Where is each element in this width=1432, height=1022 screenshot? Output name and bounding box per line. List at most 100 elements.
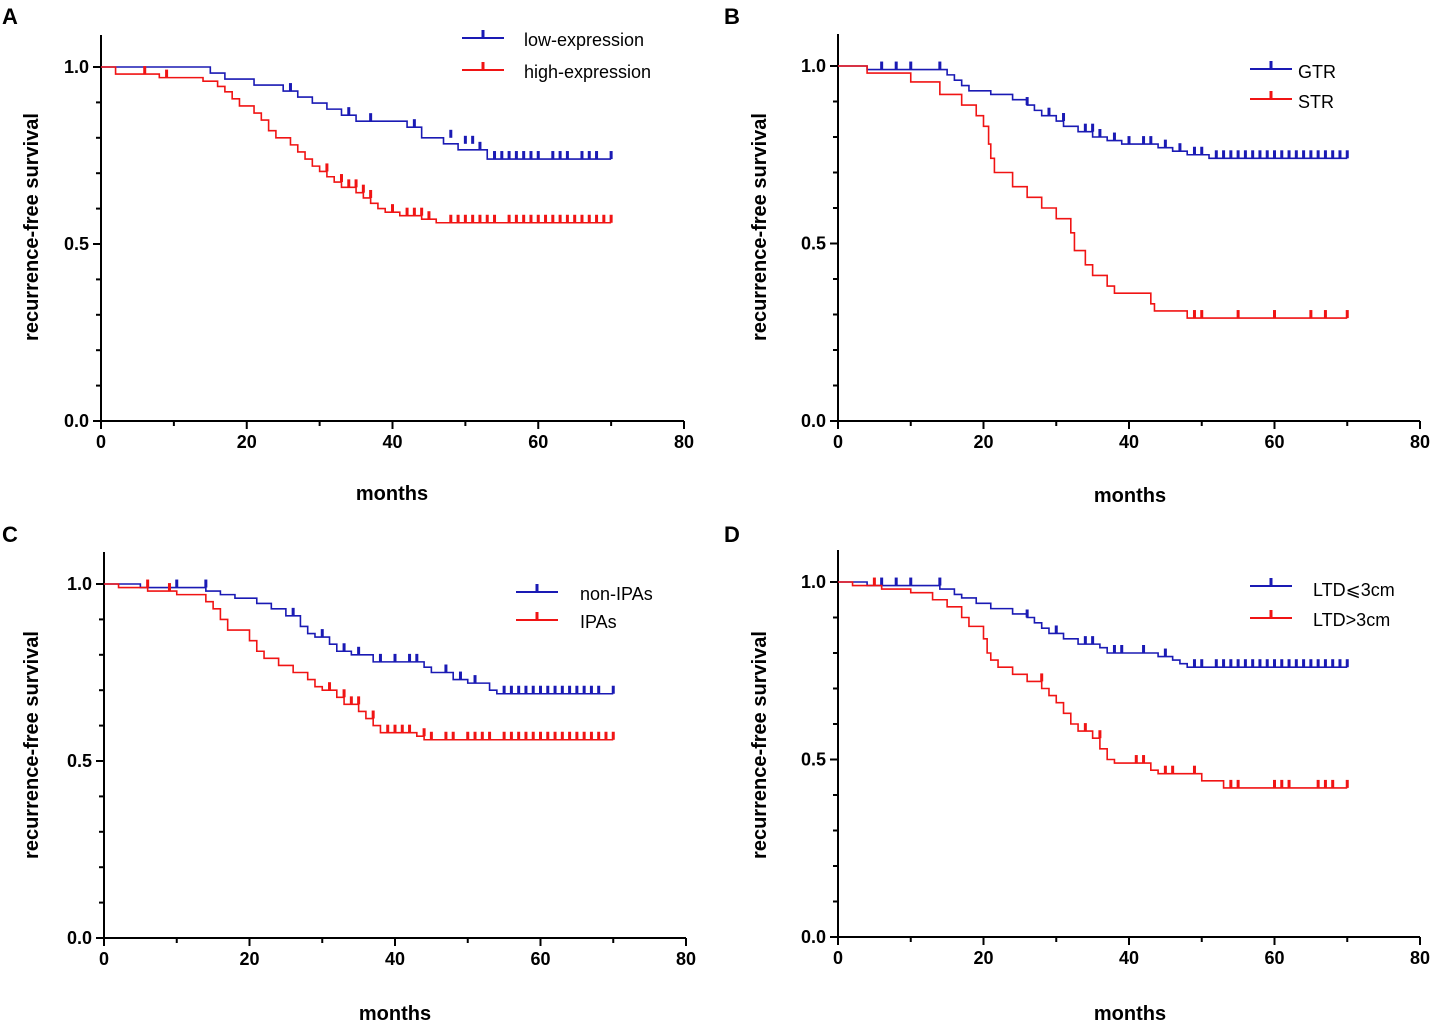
panel-c-censor-mark	[473, 731, 477, 740]
panel-b-censor-mark	[1214, 150, 1218, 159]
panel-d-legend-label-1: LTD⩽3cm	[1313, 580, 1395, 600]
panel-c-legend-label-1: non-IPAs	[580, 584, 653, 604]
panel-c-censor-mark	[291, 607, 295, 616]
panel-b-y-tick-label: 0.0	[801, 411, 826, 431]
panel-a-censor-mark	[339, 174, 343, 183]
panel-d-censor-mark	[1331, 659, 1335, 668]
panel-d-censor-mark	[1171, 765, 1175, 774]
panel-a-censor-mark	[427, 211, 431, 220]
panel-c-censor-mark	[349, 696, 353, 705]
panel-a-censor-mark	[485, 214, 489, 223]
panel-a-censor-mark	[478, 214, 482, 223]
panel-d-censor-mark	[872, 577, 876, 586]
panel-b-censor-mark	[1265, 150, 1269, 159]
panel-c-censor-mark	[509, 731, 513, 740]
panel-c-x-tick-label: 0	[99, 949, 109, 969]
panel-b-censor-mark	[1309, 150, 1313, 159]
panel-d-censor-mark	[1294, 659, 1298, 668]
panel-c-x-tick-label: 40	[385, 949, 405, 969]
panel-b-censor-mark	[1200, 146, 1204, 155]
panel-a-censor-mark	[325, 163, 329, 172]
panel-d-y-tick-label: 1.0	[801, 572, 826, 592]
panel-b-censor-mark	[1062, 113, 1066, 122]
panel-b-censor-mark	[1200, 310, 1204, 319]
panel-b-y-axis-title: recurrence-free survival	[749, 113, 771, 341]
panel-b-censor-mark	[1294, 150, 1298, 159]
panel-a-censor-mark	[602, 214, 606, 223]
panel-c-censor-mark	[531, 731, 535, 740]
panel-c-censor-mark	[546, 685, 550, 694]
panel-a-letter: A	[2, 4, 18, 29]
panel-c-censor-mark	[589, 685, 593, 694]
panel-a-x-tick-label: 40	[382, 432, 402, 452]
panel-a-x-tick-label: 0	[96, 432, 106, 452]
panel-d-censor-mark	[1163, 765, 1167, 774]
panel-d-censor-mark	[1280, 659, 1284, 668]
panel-a-censor-mark	[493, 151, 497, 160]
panel-a-censor-mark	[551, 214, 555, 223]
panel-c-censor-mark	[175, 579, 179, 588]
panel-c-censor-mark	[531, 685, 535, 694]
panel-a-censor-mark	[529, 151, 533, 160]
panel-b-censor-mark	[1222, 150, 1226, 159]
panel-a-censor-mark	[536, 151, 540, 160]
panel-d-censor-mark	[1273, 659, 1276, 668]
panel-a-censor-mark	[420, 207, 424, 216]
panel-b-series-blue-line	[838, 65, 1348, 160]
panel-d-censor-mark	[1112, 645, 1116, 653]
panel-d-censor-mark	[1134, 755, 1138, 764]
panel-b-censor-mark	[1192, 146, 1196, 155]
panel-c-censor-mark	[582, 685, 586, 694]
panel-c-censor-mark	[546, 731, 550, 740]
panel-d-censor-mark	[1222, 659, 1226, 668]
panel-b-censor-mark	[1316, 150, 1320, 159]
panel-d-censor-mark	[1091, 636, 1095, 645]
panel-a-censor-mark	[544, 214, 548, 223]
panel-d-censor-mark	[1229, 659, 1233, 668]
panel-c-censor-mark	[393, 653, 397, 662]
panel-a-censor-mark	[551, 151, 555, 160]
panel-d-censor-mark	[938, 577, 942, 586]
panel-d-censor-mark	[1025, 609, 1029, 618]
panel-c-censor-mark	[408, 653, 412, 662]
panel-a-censor-mark	[165, 69, 169, 78]
panel-b-censor-mark	[1273, 150, 1276, 159]
panel-d-censor-mark	[1192, 765, 1196, 774]
panel-b-censor-mark	[894, 61, 898, 70]
panel-d-censor-mark	[1265, 659, 1269, 668]
panel-d-letter: D	[724, 522, 740, 547]
panel-c-censor-mark	[553, 731, 557, 740]
panel-a-censor-mark	[471, 135, 475, 144]
panel-d-censor-mark	[1192, 659, 1196, 668]
panel-d: D recurrence-free survival months LTD⩽3c…	[724, 522, 1430, 1022]
panel-a-x-tick-label: 60	[528, 432, 548, 452]
panel-d-censor-mark	[1054, 625, 1058, 634]
panel-c-y-tick-label: 0.5	[67, 751, 92, 771]
panel-a-censor-mark	[391, 204, 394, 213]
panel-d-censor-mark	[1331, 779, 1335, 788]
panel-d-censor-mark	[1200, 659, 1204, 668]
panel-a-censor-mark	[493, 214, 497, 223]
panel-a-censor-mark	[478, 141, 482, 150]
panel-a-censor-mark	[522, 151, 526, 160]
panel-c-censor-mark	[517, 731, 521, 740]
panel-c-censor-mark	[539, 685, 542, 694]
panel-a-censor-mark	[449, 129, 453, 138]
panel-b-censor-mark	[1323, 310, 1327, 319]
panel-a-censor-mark	[463, 214, 467, 223]
panel-d-censor-mark	[1163, 648, 1167, 657]
panel-c-censor-mark	[509, 685, 513, 694]
panel-c-censor-mark	[568, 685, 572, 694]
panel-b-censor-mark	[1163, 139, 1167, 148]
panel-c-censor-mark	[444, 664, 448, 673]
panel-b-censor-mark	[1025, 97, 1029, 106]
panel-c-censor-mark	[408, 724, 412, 733]
panel-c-censor-mark	[589, 731, 593, 740]
panel-d-censor-mark	[1098, 730, 1102, 739]
panel-c-censor-mark	[524, 685, 528, 694]
panel-a-censor-mark	[412, 119, 416, 128]
panel-d-censor-mark	[1345, 659, 1349, 668]
panel-d-censor-mark	[1273, 779, 1276, 788]
panel-b-censor-mark	[1192, 310, 1196, 319]
panel-a-y-tick-label: 0.5	[64, 234, 89, 254]
